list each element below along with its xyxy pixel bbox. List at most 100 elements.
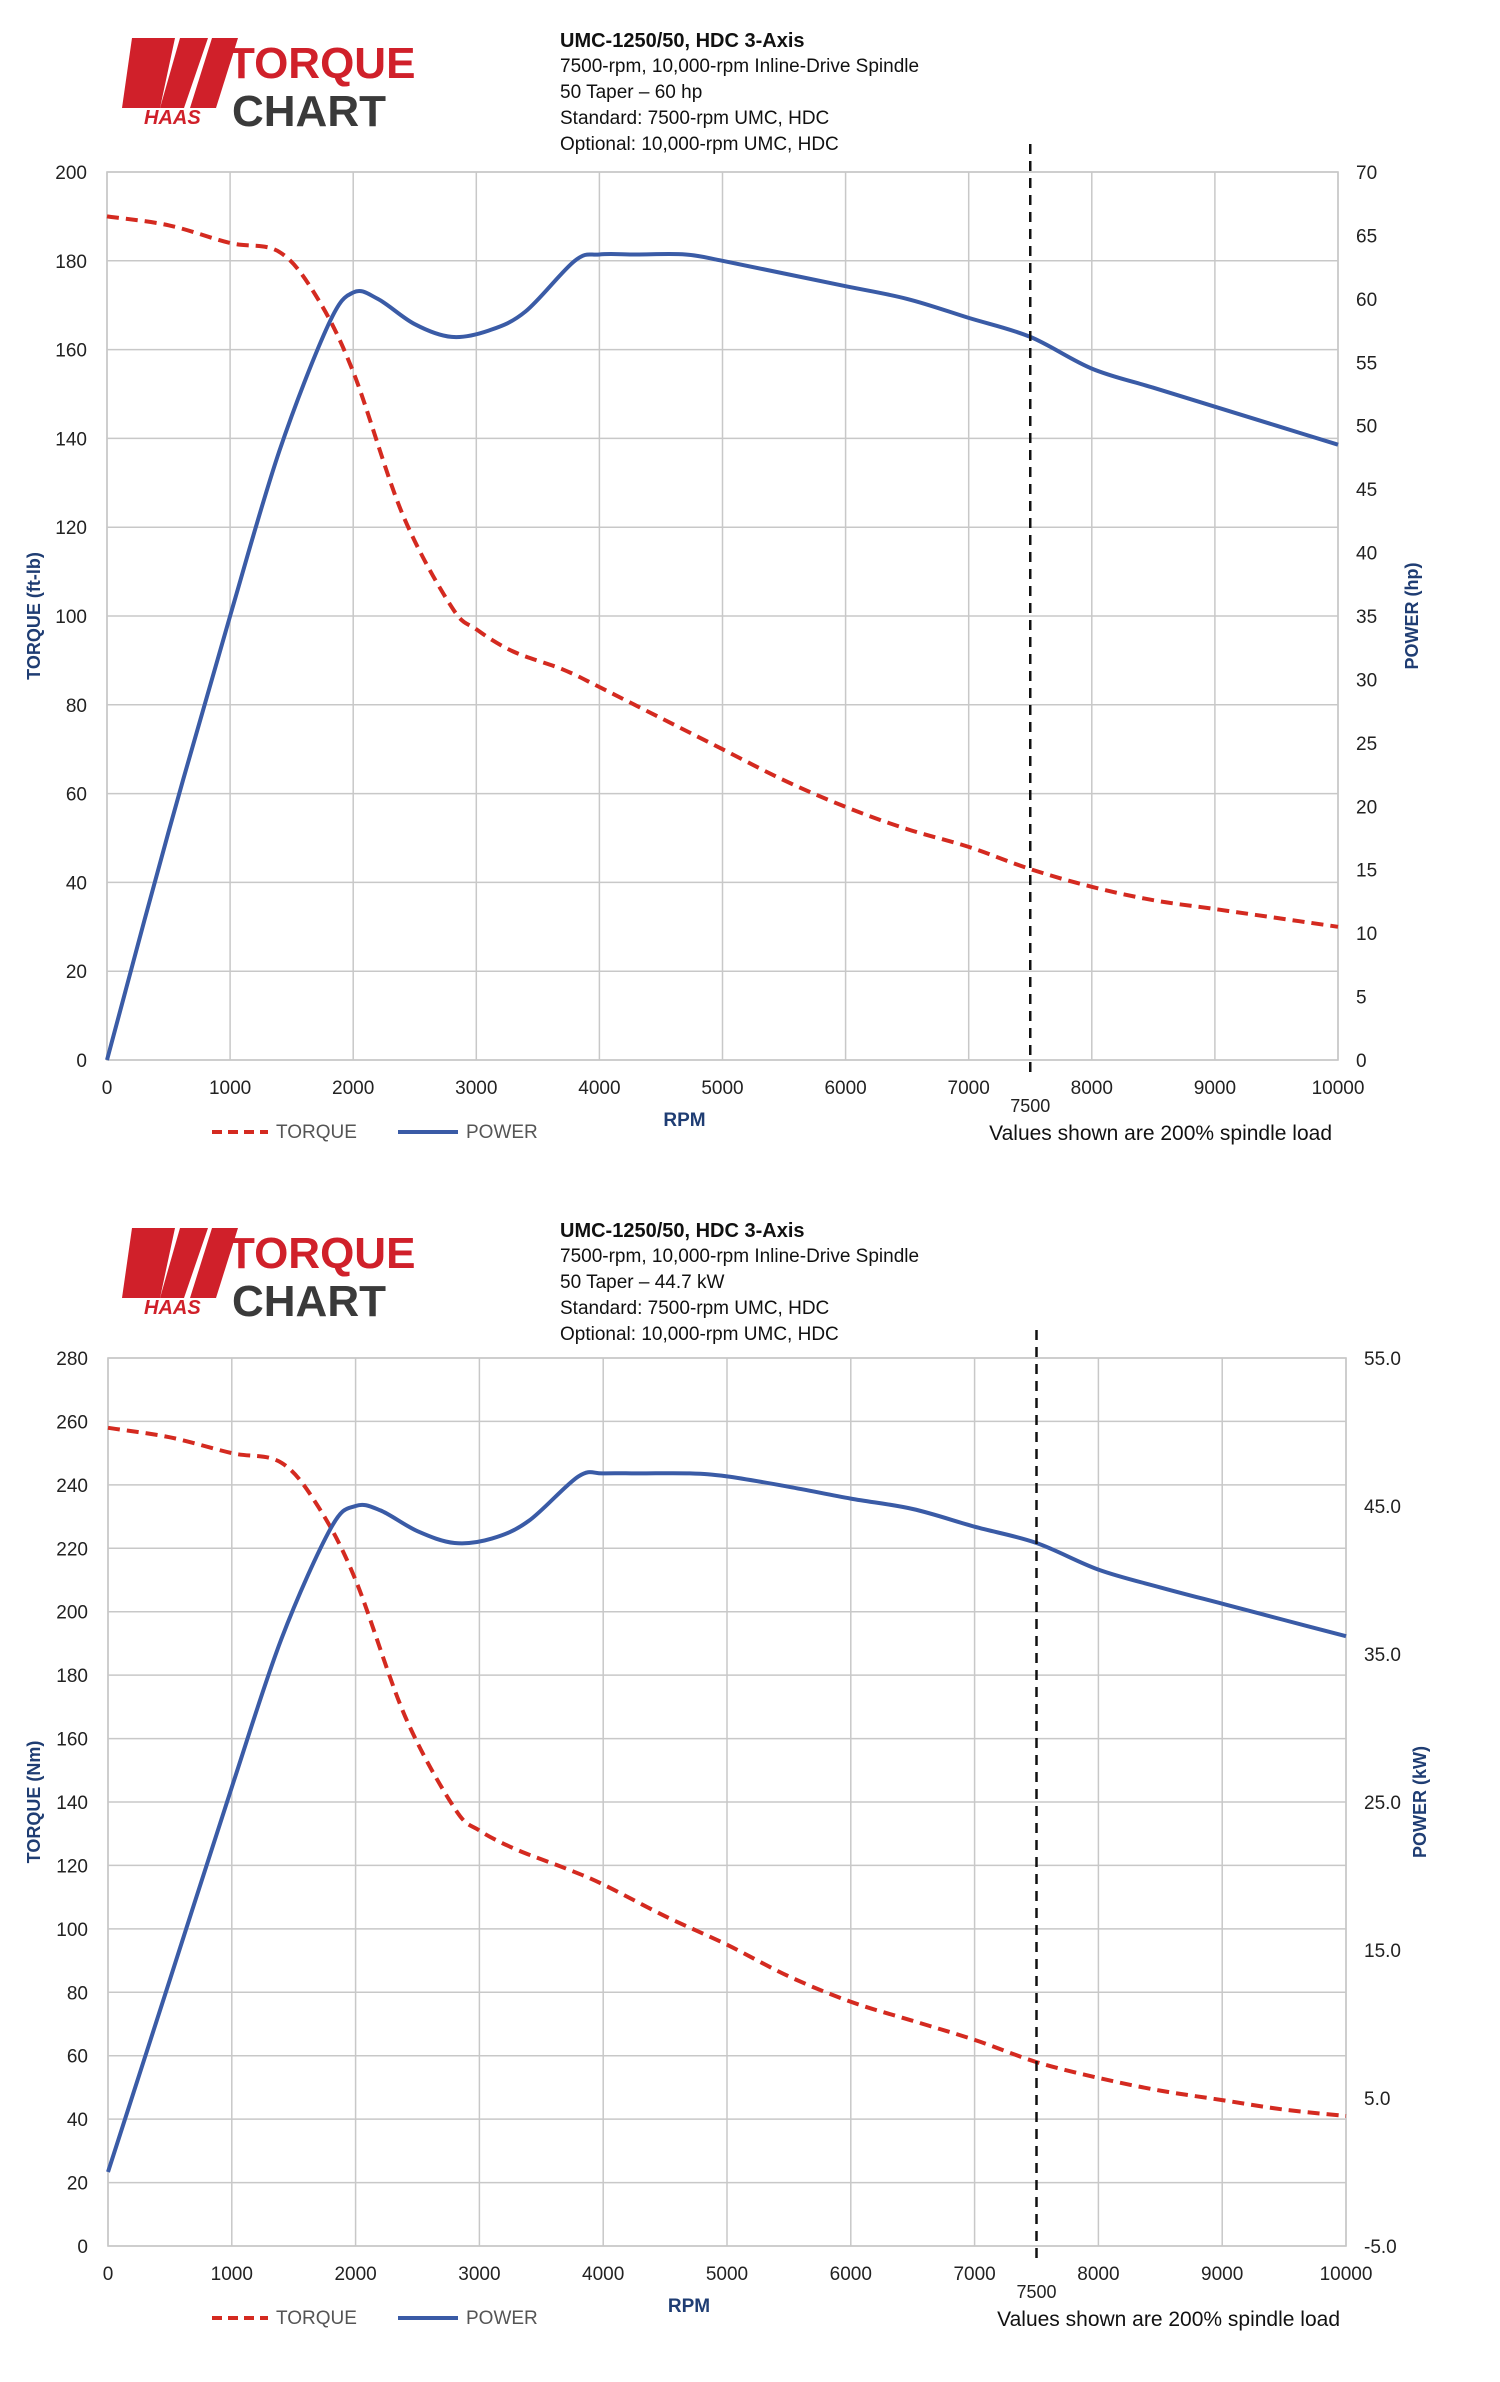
x-axis-title: RPM [668, 2296, 710, 2317]
chart-header: UMC-1250/50, HDC 3-Axis 7500-rpm, 10,000… [560, 28, 919, 158]
y-left-tick-label: 160 [56, 1730, 88, 1751]
y-right-tick-label: 40 [1356, 544, 1377, 565]
x-tick-label: 7000 [953, 2264, 995, 2285]
y-left-tick-label: 140 [56, 1793, 88, 1814]
y-right-tick-label: 0 [1356, 1051, 1367, 1072]
logo-word-torque: TORQUE [228, 39, 415, 88]
y-right-tick-label: 30 [1356, 670, 1377, 691]
y-left-tick-label: 0 [77, 2237, 88, 2258]
chart-block-2: HAAS TORQUE CHART UMC-1250/50, HDC 3-Axi… [0, 1190, 1500, 2382]
y-left-tick-label: 220 [56, 1539, 88, 1560]
y-left-tick-label: 80 [66, 696, 87, 717]
chart-title: UMC-1250/50, HDC 3-Axis [560, 1220, 805, 1242]
spindle-load-note: Values shown are 200% spindle load [997, 2308, 1340, 2331]
y-right-axis-title: POWER (kW) [1410, 1746, 1430, 1858]
y-left-tick-label: 40 [66, 873, 87, 894]
x-tick-label: 4000 [578, 1078, 620, 1099]
y-left-tick-label: 160 [55, 341, 87, 362]
y-right-tick-label: 5 [1356, 988, 1367, 1009]
y-left-axis-title: TORQUE (ft-lb) [24, 552, 44, 680]
logo-word-torque: TORQUE [228, 1229, 415, 1278]
y-left-tick-label: 200 [56, 1603, 88, 1624]
y-left-tick-label: 40 [67, 2110, 88, 2131]
legend-label-torque: TORQUE [276, 1122, 357, 1143]
rpm-marker-label: 7500 [1010, 1096, 1050, 1116]
x-tick-label: 8000 [1071, 1078, 1113, 1099]
torque-chart-logo: HAAS TORQUE CHART [122, 38, 415, 136]
logo-word-chart: CHART [232, 1277, 386, 1326]
x-tick-label: 0 [103, 2264, 114, 2285]
y-right-tick-label: 50 [1356, 417, 1377, 438]
y-right-tick-label: -5.0 [1364, 2237, 1397, 2258]
chart-title: UMC-1250/50, HDC 3-Axis [560, 30, 805, 52]
series-line-torque [106, 214, 1339, 929]
x-tick-label: 5000 [701, 1078, 743, 1099]
y-left-tick-label: 180 [56, 1666, 88, 1687]
y-right-tick-label: 45.0 [1364, 1497, 1401, 1518]
chart-block-1: HAAS TORQUE CHART UMC-1250/50, HDC 3-Axi… [0, 0, 1500, 1190]
y-right-tick-label: 15.0 [1364, 1941, 1401, 1962]
subtitle-line: Standard: 7500-rpm UMC, HDC [560, 108, 830, 129]
x-tick-label: 10000 [1320, 2264, 1373, 2285]
y-right-tick-label: 65 [1356, 226, 1377, 247]
subtitle-line: 50 Taper – 44.7 kW [560, 1272, 725, 1293]
x-tick-label: 6000 [830, 2264, 872, 2285]
y-left-tick-label: 80 [67, 1983, 88, 2004]
y-right-tick-label: 20 [1356, 797, 1377, 818]
y-left-tick-label: 280 [56, 1349, 88, 1370]
x-tick-label: 10000 [1312, 1078, 1365, 1099]
y-left-tick-label: 100 [56, 1920, 88, 1941]
spindle-load-note: Values shown are 200% spindle load [989, 1122, 1332, 1145]
y-left-tick-label: 140 [55, 429, 87, 450]
torque-chart-logo: HAAS TORQUE CHART [122, 1228, 415, 1326]
y-right-tick-label: 35 [1356, 607, 1377, 628]
x-tick-label: 3000 [458, 2264, 500, 2285]
y-right-tick-label: 55 [1356, 353, 1377, 374]
y-left-tick-label: 60 [67, 2047, 88, 2068]
logo-word-chart: CHART [232, 87, 386, 136]
chart-header: UMC-1250/50, HDC 3-Axis 7500-rpm, 10,000… [560, 1218, 919, 1348]
y-right-tick-label: 45 [1356, 480, 1377, 501]
subtitle-line: 7500-rpm, 10,000-rpm Inline-Drive Spindl… [560, 1246, 920, 1267]
x-tick-label: 7000 [948, 1078, 990, 1099]
y-left-tick-label: 180 [55, 252, 87, 273]
y-right-tick-label: 5.0 [1364, 2089, 1390, 2110]
x-tick-label: 6000 [824, 1078, 866, 1099]
series-line-power [106, 1470, 1347, 2173]
y-right-axis-title: POWER (hp) [1402, 563, 1422, 670]
y-left-tick-label: 120 [55, 518, 87, 539]
series-line-power [105, 252, 1339, 1061]
x-axis-title: RPM [663, 1110, 705, 1131]
y-left-tick-label: 200 [55, 163, 87, 184]
logo-brand: HAAS [144, 1297, 201, 1319]
y-left-tick-label: 60 [66, 785, 87, 806]
y-left-tick-label: 20 [67, 2174, 88, 2195]
torque-power-chart-2: 0 1000 2000 3000 4000 5000 6000 7000 8000 9000 100… [24, 1330, 1430, 2331]
x-tick-label: 1000 [209, 1078, 251, 1099]
x-tick-label: 8000 [1077, 2264, 1119, 2285]
y-left-tick-label: 100 [55, 607, 87, 628]
y-right-tick-label: 35.0 [1364, 1645, 1401, 1666]
y-right-tick-label: 25 [1356, 734, 1377, 755]
subtitle-line: Optional: 10,000-rpm UMC, HDC [560, 1324, 839, 1345]
y-right-tick-label: 10 [1356, 924, 1377, 945]
subtitle-line: 7500-rpm, 10,000-rpm Inline-Drive Spindl… [560, 56, 920, 77]
x-tick-label: 4000 [582, 2264, 624, 2285]
y-left-tick-label: 20 [66, 962, 87, 983]
y-right-tick-label: 60 [1356, 290, 1377, 311]
x-tick-label: 3000 [455, 1078, 497, 1099]
y-left-axis-title: TORQUE (Nm) [24, 1741, 44, 1864]
x-tick-label: 1000 [211, 2264, 253, 2285]
y-left-tick-label: 120 [56, 1856, 88, 1877]
x-tick-label: 9000 [1194, 1078, 1236, 1099]
y-left-tick-label: 260 [56, 1412, 88, 1433]
x-tick-label: 2000 [332, 1078, 374, 1099]
legend-label-power: POWER [466, 2308, 538, 2329]
legend-label-power: POWER [466, 1122, 538, 1143]
x-tick-label: 2000 [334, 2264, 376, 2285]
y-right-tick-label: 70 [1356, 163, 1377, 184]
legend-label-torque: TORQUE [276, 2308, 357, 2329]
logo-brand: HAAS [144, 107, 201, 129]
rpm-marker-label: 7500 [1016, 2282, 1056, 2302]
subtitle-line: Optional: 10,000-rpm UMC, HDC [560, 134, 839, 155]
